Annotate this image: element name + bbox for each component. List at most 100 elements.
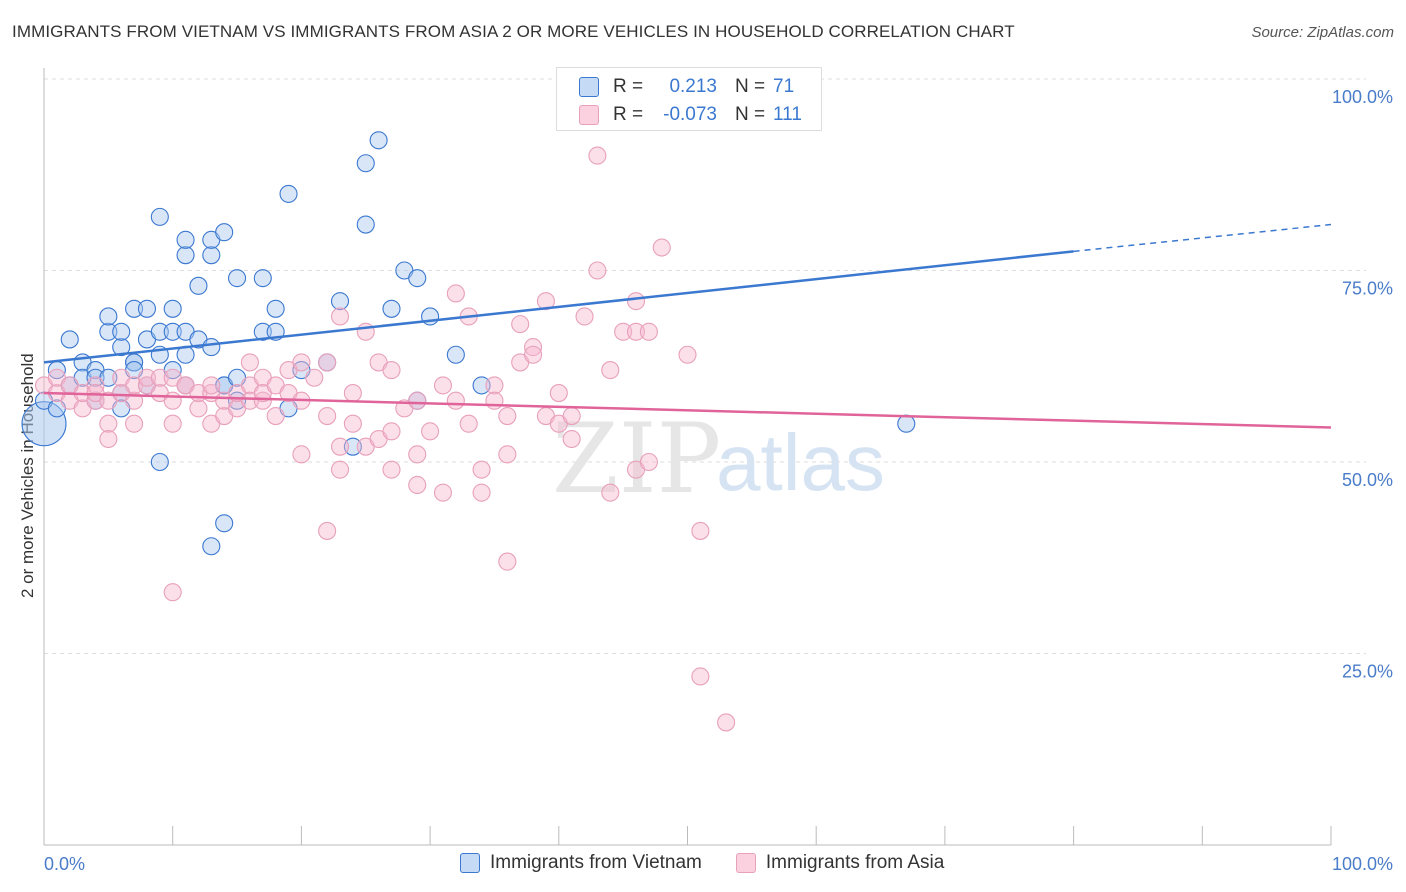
data-point-vietnam <box>266 299 285 318</box>
data-point-vietnam <box>137 299 157 318</box>
stats-box: R = 0.213 N = 71 R = -0.073 N = 111 <box>556 67 822 131</box>
data-point-asia <box>472 483 491 502</box>
y-tick-label: 75.0% <box>1342 279 1393 299</box>
data-point-asia <box>562 406 581 426</box>
trend-lines <box>43 223 1332 429</box>
data-point-vietnam <box>356 215 375 234</box>
data-point-asia <box>691 521 710 540</box>
series-vietnam <box>21 131 916 556</box>
data-point-vietnam <box>215 223 234 242</box>
data-point-asia <box>125 414 144 433</box>
source-credit: Source: ZipAtlas.com <box>1251 24 1394 41</box>
tick-labels: 25.0% 50.0% 75.0% 100.0% 0.0% 100.0% <box>44 87 1393 874</box>
stats-row-asia: R = -0.073 N = 111 <box>557 101 821 129</box>
data-point-vietnam <box>279 184 298 203</box>
data-point-vietnam <box>897 414 916 433</box>
watermark-zip: ZIP <box>552 403 721 515</box>
legend-label-asia: Immigrants from Asia <box>765 852 945 873</box>
data-point-vietnam <box>253 269 272 288</box>
data-point-asia <box>639 322 658 341</box>
data-point-asia <box>524 338 543 357</box>
n-label: N = <box>735 76 766 97</box>
chart-title: IMMIGRANTS FROM VIETNAM VS IMMIGRANTS FR… <box>12 22 1015 41</box>
data-point-vietnam <box>176 246 195 265</box>
data-point-vietnam <box>163 322 182 341</box>
data-point-asia <box>292 353 311 372</box>
data-point-asia <box>433 483 453 502</box>
data-point-asia <box>498 406 517 426</box>
data-point-vietnam <box>150 452 169 472</box>
legend-item-vietnam[interactable]: Immigrants from Vietnam <box>460 852 702 874</box>
data-point-asia <box>408 445 427 464</box>
legend-label-vietnam: Immigrants from Vietnam <box>490 852 702 873</box>
data-point-vietnam <box>356 154 375 173</box>
trend-line-asia <box>43 391 1332 429</box>
data-point-vietnam <box>112 322 131 341</box>
data-point-vietnam <box>228 391 247 410</box>
x-tick-label-min: 0.0% <box>44 854 85 874</box>
data-point-vietnam <box>21 401 67 447</box>
data-point-asia <box>99 429 118 449</box>
data-point-asia <box>601 361 620 380</box>
data-point-vietnam <box>60 330 79 349</box>
data-point-vietnam <box>382 299 401 318</box>
n-value: 111 <box>773 104 802 125</box>
data-point-asia <box>459 414 478 433</box>
y-tick-label: 50.0% <box>1342 470 1393 490</box>
data-point-asia <box>343 384 362 403</box>
data-point-asia <box>318 353 337 372</box>
r-label: R = <box>613 104 644 125</box>
data-point-asia <box>588 146 607 165</box>
data-point-vietnam <box>99 307 118 326</box>
data-point-asia <box>485 376 504 395</box>
data-point-vietnam <box>202 338 221 357</box>
data-point-asia <box>511 315 530 334</box>
r-value: 0.213 <box>669 76 717 97</box>
data-point-asia <box>562 429 581 449</box>
x-tick-label-max: 100.0% <box>1332 854 1393 874</box>
data-point-vietnam <box>472 376 491 395</box>
data-point-vietnam <box>86 368 105 387</box>
data-point-asia <box>163 391 182 410</box>
data-point-vietnam <box>99 322 118 341</box>
data-point-vietnam <box>343 437 362 456</box>
data-point-vietnam <box>330 292 350 311</box>
legend-item-asia[interactable]: Immigrants from Asia <box>735 852 945 874</box>
data-point-asia <box>253 391 272 410</box>
data-point-asia <box>485 391 504 410</box>
data-point-asia <box>498 552 517 571</box>
data-point-asia <box>408 391 427 410</box>
data-point-vietnam <box>408 269 427 288</box>
r-value: -0.073 <box>663 104 717 125</box>
data-point-vietnam <box>125 299 144 318</box>
data-point-asia <box>575 307 594 326</box>
y-tick-label: 25.0% <box>1342 662 1393 682</box>
r-label: R = <box>613 76 644 97</box>
legend: Immigrants from Vietnam Immigrants from … <box>460 852 978 874</box>
data-point-vietnam <box>446 345 465 364</box>
legend-swatch-asia <box>735 853 756 873</box>
data-point-vietnam <box>150 322 169 341</box>
data-point-asia <box>266 406 285 426</box>
legend-swatch-vietnam <box>460 853 480 873</box>
data-point-asia <box>614 322 633 341</box>
watermark-atlas: atlas <box>716 418 885 507</box>
data-point-asia <box>150 368 169 387</box>
stats-row-vietnam: R = 0.213 N = 71 <box>557 73 821 101</box>
data-point-asia <box>588 261 607 280</box>
data-point-asia <box>163 583 182 602</box>
n-value: 71 <box>773 76 795 97</box>
data-point-vietnam <box>163 299 182 318</box>
data-point-asia <box>524 345 543 364</box>
data-point-vietnam <box>369 131 388 150</box>
data-point-asia <box>382 361 401 380</box>
data-point-asia <box>639 452 658 472</box>
data-point-asia <box>446 284 465 303</box>
data-point-asia <box>472 460 491 479</box>
stats-swatch-asia <box>579 105 599 125</box>
data-point-vietnam <box>112 338 131 357</box>
data-point-asia <box>163 414 182 433</box>
data-point-asia <box>549 384 568 403</box>
trend-line-vietnam-extension <box>1073 223 1332 253</box>
